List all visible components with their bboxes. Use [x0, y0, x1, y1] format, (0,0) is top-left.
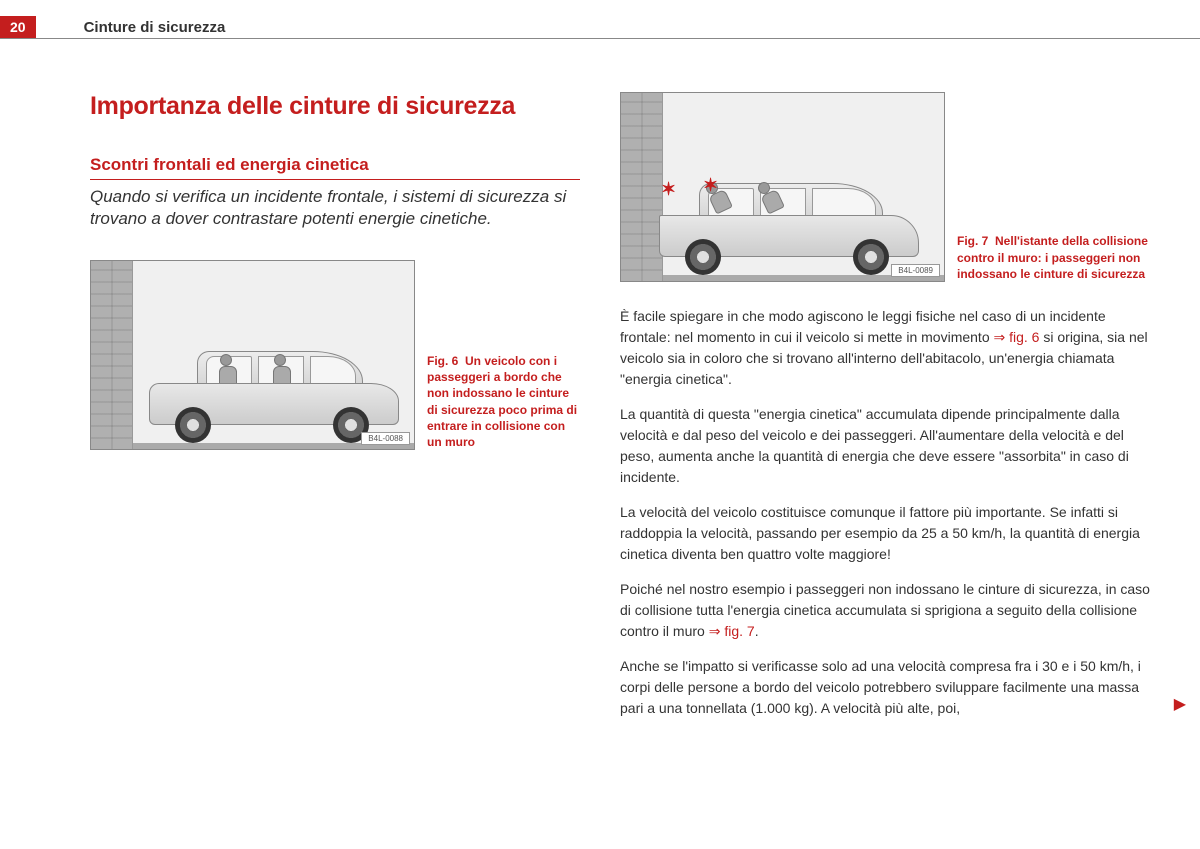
- figure-6-block: B4L-0088 Fig. 6 Un veicolo con i passegg…: [90, 260, 580, 450]
- body-paragraph-1: È facile spiegare in che modo agiscono l…: [620, 306, 1160, 390]
- figure-6-image: B4L-0088: [90, 260, 415, 450]
- left-column: Importanza delle cinture di sicurezza Sc…: [90, 92, 580, 733]
- right-column: ✶ ✶ B4L-0089 Fig. 7 Nell'istante della c…: [620, 92, 1160, 733]
- page-header: 20 Cinture di sicurezza: [0, 16, 225, 38]
- main-heading: Importanza delle cinture di sicurezza: [90, 92, 580, 121]
- body-paragraph-5: Anche se l'impatto si verificasse solo a…: [620, 656, 1160, 719]
- figure-7-label: Fig. 7: [957, 234, 988, 248]
- body-paragraph-3: La velocità del veicolo costituisce comu…: [620, 502, 1160, 565]
- body-paragraph-2: La quantità di questa "energia cinetica"…: [620, 404, 1160, 488]
- figure-6-label: Fig. 6: [427, 354, 458, 368]
- impact-mark-icon: ✶: [703, 175, 718, 196]
- figure-6-caption: Fig. 6 Un veicolo con i passeggeri a bor…: [427, 353, 580, 450]
- car-crashed-illustration: ✶ ✶: [659, 185, 919, 275]
- wall-illustration: [91, 261, 133, 449]
- wall-illustration: [621, 93, 663, 281]
- figure-reference-6: ⇒ fig. 6: [994, 329, 1040, 345]
- figure-reference-7: ⇒ fig. 7: [709, 623, 755, 639]
- continue-arrow-icon: ▶: [1174, 694, 1186, 714]
- figure-6-caption-text: Un veicolo con i passeggeri a bordo che …: [427, 354, 577, 449]
- figure-7-image: ✶ ✶ B4L-0089: [620, 92, 945, 282]
- body-text-span: .: [755, 623, 759, 639]
- figure-7-block: ✶ ✶ B4L-0089 Fig. 7 Nell'istante della c…: [620, 92, 1160, 282]
- body-paragraph-4: Poiché nel nostro esempio i passeggeri n…: [620, 579, 1160, 642]
- figure-6-code: B4L-0088: [361, 432, 410, 445]
- sub-heading: Scontri frontali ed energia cinetica: [90, 155, 580, 180]
- body-text-span: Poiché nel nostro esempio i passeggeri n…: [620, 581, 1150, 639]
- section-title: Cinture di sicurezza: [84, 19, 226, 36]
- header-divider: [0, 38, 1200, 39]
- impact-mark-icon: ✶: [661, 179, 676, 200]
- lead-paragraph: Quando si verifica un incidente frontale…: [90, 186, 580, 230]
- page-content: Importanza delle cinture di sicurezza Sc…: [90, 92, 1162, 733]
- figure-7-caption: Fig. 7 Nell'istante della collisione con…: [957, 233, 1160, 282]
- car-approaching-illustration: [149, 353, 399, 443]
- figure-7-code: B4L-0089: [891, 264, 940, 277]
- page-number: 20: [0, 16, 36, 38]
